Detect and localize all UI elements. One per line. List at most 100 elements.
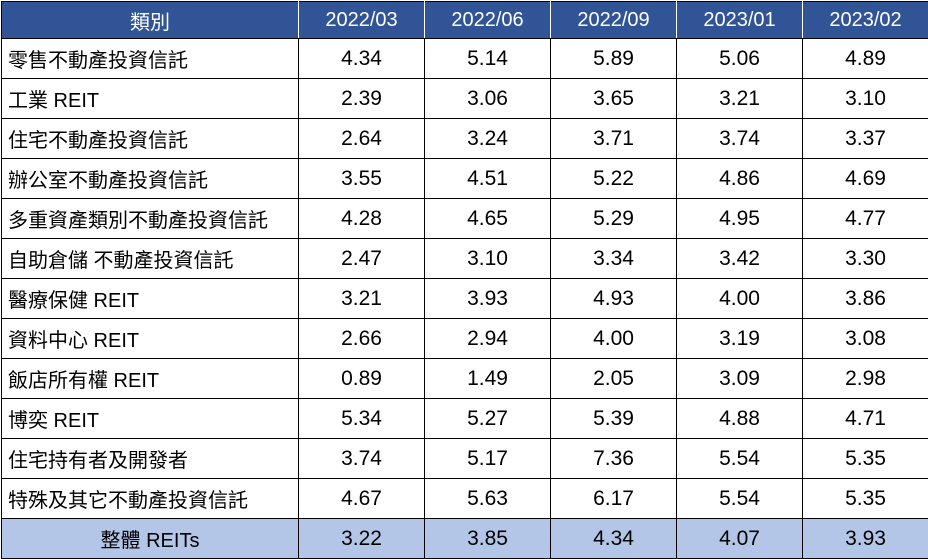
cell-value: 3.24 [424,118,551,159]
summary-row: 整體 REITs 3.22 3.85 4.34 4.07 3.93 [1,518,928,559]
cell-value: 5.17 [424,438,551,479]
cell-value: 5.35 [802,438,928,479]
summary-value: 3.85 [424,518,551,559]
table-row: 資料中心 REIT 2.66 2.94 4.00 3.19 3.08 [1,318,928,359]
cell-value: 3.65 [550,78,677,119]
summary-value: 3.22 [298,518,425,559]
cell-value: 5.22 [550,158,677,199]
cell-value: 3.42 [676,238,803,279]
cell-value: 7.36 [550,438,677,479]
cell-value: 5.54 [676,478,803,519]
table-row: 多重資產類別不動產投資信託 4.28 4.65 5.29 4.95 4.77 [1,198,928,239]
column-header-period: 2022/06 [424,1,551,39]
cell-value: 5.63 [424,478,551,519]
table-row: 辦公室不動產投資信託 3.55 4.51 5.22 4.86 4.69 [1,158,928,199]
cell-value: 5.89 [550,38,677,79]
cell-value: 3.74 [676,118,803,159]
cell-value: 4.69 [802,158,928,199]
cell-value: 4.28 [298,198,425,239]
cell-value: 5.29 [550,198,677,239]
cell-value: 5.39 [550,398,677,439]
cell-value: 3.71 [550,118,677,159]
row-label: 醫療保健 REIT [1,278,299,319]
row-label: 工業 REIT [1,78,299,119]
table-row: 零售不動產投資信託 4.34 5.14 5.89 5.06 4.89 [1,38,928,79]
cell-value: 3.86 [802,278,928,319]
cell-value: 3.08 [802,318,928,359]
cell-value: 5.54 [676,438,803,479]
cell-value: 3.09 [676,358,803,399]
cell-value: 3.37 [802,118,928,159]
cell-value: 4.95 [676,198,803,239]
table-row: 住宅不動產投資信託 2.64 3.24 3.71 3.74 3.37 [1,118,928,159]
cell-value: 3.10 [424,238,551,279]
cell-value: 5.27 [424,398,551,439]
cell-value: 3.34 [550,238,677,279]
cell-value: 2.66 [298,318,425,359]
table-row: 工業 REIT 2.39 3.06 3.65 3.21 3.10 [1,78,928,119]
cell-value: 4.51 [424,158,551,199]
cell-value: 2.39 [298,78,425,119]
cell-value: 4.00 [676,278,803,319]
cell-value: 4.77 [802,198,928,239]
table-row: 住宅持有者及開發者 3.74 5.17 7.36 5.54 5.35 [1,438,928,479]
row-label: 住宅不動產投資信託 [1,118,299,159]
summary-value: 4.34 [550,518,677,559]
header-row: 類別 2022/03 2022/06 2022/09 2023/01 2023/02 [1,1,928,39]
cell-value: 3.21 [676,78,803,119]
cell-value: 4.65 [424,198,551,239]
cell-value: 3.74 [298,438,425,479]
row-label: 住宅持有者及開發者 [1,438,299,479]
cell-value: 4.89 [802,38,928,79]
cell-value: 4.71 [802,398,928,439]
row-label: 飯店所有權 REIT [1,358,299,399]
cell-value: 2.47 [298,238,425,279]
cell-value: 4.86 [676,158,803,199]
cell-value: 5.14 [424,38,551,79]
row-label: 零售不動產投資信託 [1,38,299,79]
cell-value: 1.49 [424,358,551,399]
cell-value: 3.30 [802,238,928,279]
summary-label: 整體 REITs [1,518,299,559]
cell-value: 2.64 [298,118,425,159]
cell-value: 4.34 [298,38,425,79]
cell-value: 2.05 [550,358,677,399]
cell-value: 3.93 [424,278,551,319]
table-row: 醫療保健 REIT 3.21 3.93 4.93 4.00 3.86 [1,278,928,319]
table-row: 自助倉儲 不動產投資信託 2.47 3.10 3.34 3.42 3.30 [1,238,928,279]
cell-value: 2.94 [424,318,551,359]
cell-value: 3.55 [298,158,425,199]
column-header-period: 2022/03 [298,1,425,39]
cell-value: 3.10 [802,78,928,119]
column-header-period: 2023/01 [676,1,803,39]
cell-value: 6.17 [550,478,677,519]
cell-value: 4.67 [298,478,425,519]
row-label: 資料中心 REIT [1,318,299,359]
cell-value: 4.00 [550,318,677,359]
row-label: 博奕 REIT [1,398,299,439]
cell-value: 3.21 [298,278,425,319]
column-header-category: 類別 [1,1,299,39]
cell-value: 4.88 [676,398,803,439]
cell-value: 4.93 [550,278,677,319]
row-label: 自助倉儲 不動產投資信託 [1,238,299,279]
table-row: 特殊及其它不動產投資信託 4.67 5.63 6.17 5.54 5.35 [1,478,928,519]
cell-value: 5.34 [298,398,425,439]
row-label: 多重資產類別不動產投資信託 [1,198,299,239]
cell-value: 0.89 [298,358,425,399]
column-header-period: 2022/09 [550,1,677,39]
summary-value: 4.07 [676,518,803,559]
cell-value: 2.98 [802,358,928,399]
table-row: 飯店所有權 REIT 0.89 1.49 2.05 3.09 2.98 [1,358,928,399]
summary-value: 3.93 [802,518,928,559]
column-header-period: 2023/02 [802,1,928,39]
row-label: 特殊及其它不動產投資信託 [1,478,299,519]
cell-value: 3.06 [424,78,551,119]
row-label: 辦公室不動產投資信託 [1,158,299,199]
cell-value: 3.19 [676,318,803,359]
table-row: 博奕 REIT 5.34 5.27 5.39 4.88 4.71 [1,398,928,439]
cell-value: 5.35 [802,478,928,519]
cell-value: 5.06 [676,38,803,79]
